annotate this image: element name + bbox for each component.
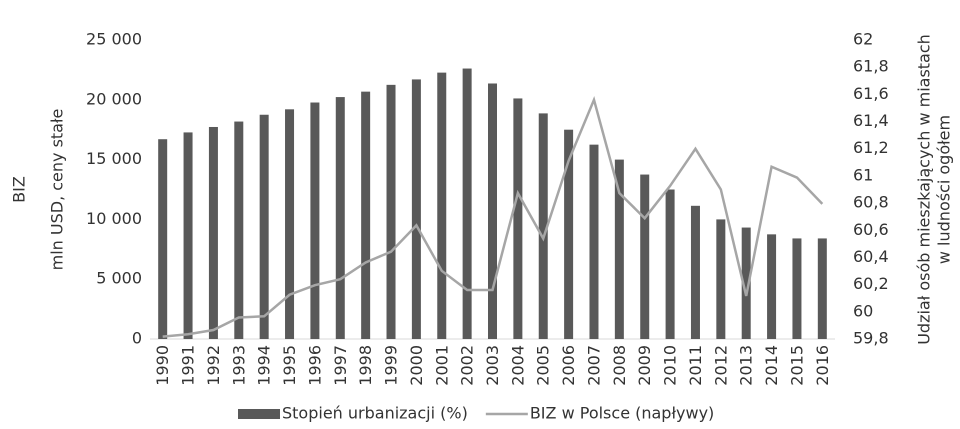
y2-axis-label: Udział osób mieszkających w miastach <box>915 34 934 345</box>
y2-tick-label: 61 <box>853 165 873 184</box>
x-tick-label: 1999 <box>382 345 401 386</box>
x-tick-label: 2016 <box>813 345 832 386</box>
x-tick-label: 2011 <box>686 345 705 386</box>
x-tick-label: 2013 <box>737 345 756 386</box>
y2-tick-label: 61,8 <box>853 57 889 76</box>
x-tick-label: 1990 <box>153 345 172 386</box>
x-tick-label: 2001 <box>432 345 451 386</box>
y2-tick-label: 62 <box>853 30 873 49</box>
legend-label: Stopień urbanizacji (%) <box>282 404 468 423</box>
legend-swatch <box>238 409 280 419</box>
x-tick-label: 2008 <box>610 345 629 386</box>
bar <box>183 132 193 339</box>
x-tick-label: 2003 <box>483 345 502 386</box>
x-tick-label: 1996 <box>305 345 324 386</box>
bar <box>285 109 295 340</box>
bar <box>386 84 396 339</box>
bar <box>335 97 345 339</box>
bar <box>817 238 827 339</box>
x-tick-label: 1998 <box>356 345 375 386</box>
y-tick-label: 5 000 <box>96 269 142 288</box>
y2-tick-label: 61,4 <box>853 111 889 130</box>
bar <box>640 174 650 339</box>
bar <box>513 98 523 339</box>
y2-tick-label: 61,2 <box>853 138 889 157</box>
bar <box>741 227 751 339</box>
bar <box>411 79 421 339</box>
x-tick-label: 2009 <box>635 345 654 386</box>
bar <box>158 139 168 339</box>
bar <box>208 126 218 340</box>
y2-tick-label: 60 <box>853 301 873 320</box>
y-tick-label: 25 000 <box>86 30 142 49</box>
x-tick-label: 2015 <box>787 345 806 386</box>
bar <box>437 72 447 340</box>
bar <box>564 129 574 339</box>
bar <box>589 144 599 339</box>
y-tick-label: 10 000 <box>86 209 142 228</box>
y2-tick-label: 59,8 <box>853 329 889 348</box>
bar <box>310 102 320 339</box>
x-tick-label: 2005 <box>534 345 553 386</box>
bar <box>538 113 548 340</box>
y2-tick-label: 60,4 <box>853 247 889 266</box>
bar <box>488 83 497 339</box>
bar <box>690 205 700 339</box>
bar <box>259 114 269 339</box>
bar <box>614 159 624 339</box>
bar <box>665 189 675 339</box>
y2-tick-label: 60,8 <box>853 193 889 212</box>
y-tick-label: 20 000 <box>86 89 142 108</box>
bar <box>234 121 244 339</box>
y-tick-label: 15 000 <box>86 149 142 168</box>
y2-tick-label: 61,6 <box>853 84 889 103</box>
x-tick-label: 1993 <box>229 345 248 386</box>
bar <box>792 238 802 339</box>
line <box>162 95 824 338</box>
x-tick-label: 1991 <box>179 345 198 386</box>
y2-tick-label: 60,2 <box>853 274 889 293</box>
y-axis-label: BIZ <box>10 176 29 203</box>
y2-tick-label: 60,6 <box>853 220 889 239</box>
x-tick-label: 2004 <box>508 345 527 386</box>
x-tick-label: 2007 <box>584 345 603 386</box>
y-tick-label: 0 <box>132 329 142 348</box>
x-tick-label: 2002 <box>458 345 477 386</box>
x-tick-label: 2014 <box>762 345 781 386</box>
x-tick-label: 1997 <box>331 345 350 386</box>
legend-label: BIZ w Polsce (napływy) <box>530 404 714 423</box>
x-tick-label: 1994 <box>255 345 274 386</box>
bar <box>716 219 726 339</box>
y-axis-label: mln USD, ceny stałe <box>48 109 67 271</box>
x-tick-label: 2000 <box>407 345 426 386</box>
x-tick-label: 1992 <box>204 345 223 386</box>
y2-axis-label: w ludności ogółem <box>935 115 954 264</box>
bar <box>361 91 371 340</box>
x-tick-label: 1995 <box>280 345 299 386</box>
x-tick-label: 2012 <box>711 345 730 386</box>
x-tick-label: 2010 <box>661 345 680 386</box>
bar <box>462 68 472 340</box>
bar <box>767 234 777 339</box>
x-tick-label: 2006 <box>559 345 578 386</box>
